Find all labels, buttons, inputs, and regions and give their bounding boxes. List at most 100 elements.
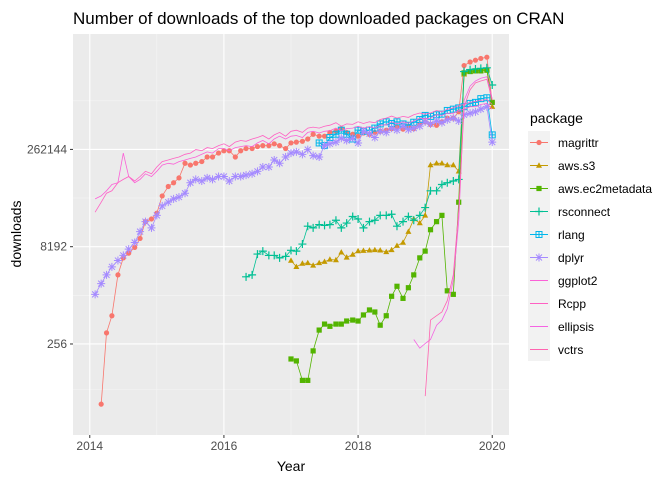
data-point-magrittr <box>215 150 222 156</box>
data-point-dplyr <box>287 149 295 158</box>
data-point-aws-ec2metadata <box>422 248 428 254</box>
data-point-rsconnect <box>342 219 351 228</box>
chart-title: Number of downloads of the top downloade… <box>73 9 564 28</box>
data-point-dplyr <box>471 107 480 116</box>
data-point-dplyr <box>208 175 217 184</box>
data-point-dplyr <box>443 115 452 124</box>
data-point-rsconnect <box>242 272 251 281</box>
data-point-dplyr <box>320 141 329 150</box>
data-point-dplyr <box>365 129 374 138</box>
data-point-aws-s3 <box>355 247 362 254</box>
data-point-rlang <box>471 98 479 106</box>
series-ggplot2 <box>94 102 493 200</box>
data-point-aws-ec2metadata <box>333 321 339 327</box>
y-tick-label: 262144 <box>27 142 67 156</box>
data-point-aws-ec2metadata <box>405 285 411 291</box>
data-point-dplyr <box>337 134 346 143</box>
data-point-rsconnect <box>337 223 346 232</box>
data-point-aws-ec2metadata <box>299 377 306 383</box>
legend-label: rsconnect <box>558 205 611 219</box>
data-point-aws-ec2metadata <box>389 293 395 299</box>
data-point-rsconnect <box>404 212 413 221</box>
data-point-magrittr <box>103 330 110 336</box>
data-point-dplyr <box>152 211 161 220</box>
data-point-dplyr <box>214 172 223 181</box>
data-point-rsconnect <box>292 247 301 256</box>
data-point-dplyr <box>197 177 206 186</box>
data-point-dplyr <box>315 153 324 162</box>
data-point-dplyr <box>264 163 273 172</box>
data-point-dplyr <box>387 124 396 133</box>
data-point-rsconnect <box>309 223 318 232</box>
data-point-aws-s3 <box>293 263 300 270</box>
data-point-magrittr <box>254 143 261 150</box>
data-point-dplyr <box>354 138 363 147</box>
data-point-aws-ec2metadata <box>383 313 389 319</box>
data-point-dplyr <box>488 138 497 147</box>
data-point-aws-s3 <box>444 161 451 168</box>
data-point-dplyr <box>270 155 279 164</box>
data-point-magrittr <box>472 57 479 63</box>
data-point-magrittr <box>243 145 249 152</box>
legend-label: aws.ec2metadata <box>558 182 652 196</box>
data-point-magrittr <box>484 54 490 60</box>
legend-item-ggplot2: ggplot2 <box>528 269 598 292</box>
data-point-aws-s3 <box>332 256 339 263</box>
data-point-rlang <box>488 131 496 139</box>
data-point-magrittr <box>171 180 177 186</box>
legend: package magrittr aws.s3 aws.ec2metadata rsc… <box>528 110 652 361</box>
data-point-dplyr <box>102 270 111 279</box>
data-point-rsconnect <box>437 180 446 189</box>
data-point-dplyr <box>421 117 430 126</box>
data-point-magrittr <box>159 193 165 199</box>
data-point-rsconnect <box>409 216 418 225</box>
axis-layer: 2014 2016 2018 2020 256 8192 262144 <box>27 142 506 453</box>
data-point-aws-s3 <box>422 212 429 218</box>
data-point-magrittr <box>204 154 210 160</box>
data-point-aws-ec2metadata <box>394 283 400 289</box>
data-point-dplyr <box>415 122 424 131</box>
data-point-dplyr <box>392 126 401 135</box>
data-point-magrittr <box>288 140 294 146</box>
legend-key-marker <box>536 162 542 168</box>
data-point-dplyr <box>119 251 128 260</box>
data-point-rsconnect <box>281 252 290 261</box>
x-axis-title: Year <box>277 458 306 474</box>
series-rsconnect <box>242 63 497 281</box>
data-point-rsconnect <box>471 64 480 73</box>
data-point-magrittr <box>132 244 138 250</box>
data-point-dplyr <box>97 279 106 288</box>
data-point-aws-s3 <box>400 239 407 245</box>
legend-label: ggplot2 <box>558 274 598 288</box>
data-point-dplyr <box>169 194 178 203</box>
legend-item-ellipsis: ellipsis <box>528 315 594 338</box>
series-layer <box>91 54 497 407</box>
legend-item-rcpp: Rcpp <box>528 292 586 315</box>
data-point-aws-s3 <box>377 247 384 253</box>
data-point-dplyr <box>147 223 156 232</box>
data-point-dplyr <box>248 169 257 178</box>
data-point-dplyr <box>482 102 491 111</box>
data-point-magrittr <box>249 145 255 152</box>
data-point-aws-s3 <box>366 247 373 253</box>
legend-key-marker <box>535 253 543 262</box>
data-point-dplyr <box>225 177 234 186</box>
data-point-rsconnect <box>454 175 463 184</box>
data-point-magrittr <box>271 141 277 147</box>
data-point-magrittr <box>109 313 115 319</box>
series-line-vctrs <box>424 78 493 397</box>
data-point-aws-s3 <box>388 246 395 253</box>
data-point-aws-s3 <box>360 247 367 253</box>
data-point-aws-s3 <box>383 248 390 255</box>
data-point-magrittr <box>165 183 171 190</box>
data-point-aws-s3 <box>438 160 445 166</box>
data-point-magrittr <box>433 122 440 128</box>
data-point-aws-s3 <box>416 219 423 226</box>
data-point-aws-s3 <box>288 257 294 263</box>
data-point-dplyr <box>141 217 150 226</box>
legend-item-rsconnect: rsconnect <box>528 200 611 223</box>
data-point-rsconnect <box>354 214 363 223</box>
data-point-dplyr <box>298 150 307 159</box>
data-point-aws-s3 <box>371 246 378 253</box>
